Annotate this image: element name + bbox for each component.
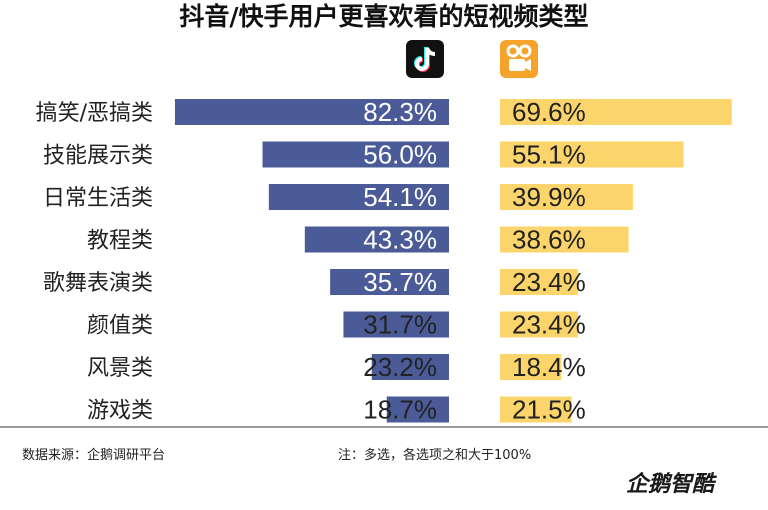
data-source-note: 数据来源：企鹅调研平台 xyxy=(22,448,166,463)
douyin-value-label: 31.7% xyxy=(363,310,437,340)
kuaishou-bar xyxy=(500,396,572,423)
kuaishou-value-label: 18.4% xyxy=(512,352,586,382)
category-label: 歌舞表演类 xyxy=(43,271,153,296)
kuaishou-bar xyxy=(500,269,578,295)
kuaishou-bar xyxy=(500,141,684,168)
kuaishou-value-label: 38.6% xyxy=(512,225,586,255)
category-label: 搞笑/恶搞类 xyxy=(36,101,153,126)
douyin-bar xyxy=(174,99,450,125)
douyin-value-label: 43.3% xyxy=(363,225,437,255)
kuaishou-value-label: 21.5% xyxy=(512,395,586,425)
douyin-bar xyxy=(371,354,449,380)
kuaishou-value-label: 39.9% xyxy=(512,182,586,212)
douyin-value-label: 56.0% xyxy=(363,140,437,170)
douyin-bar xyxy=(343,311,449,338)
douyin-bar xyxy=(330,269,449,295)
douyin-value-label: 23.2% xyxy=(363,352,437,382)
douyin-bar xyxy=(386,396,449,423)
douyin-bar xyxy=(262,141,449,168)
kuaishou-bar xyxy=(500,184,633,210)
multi-select-note: 注：多选，各选项之和大于100% xyxy=(338,448,532,463)
douyin-value-label: 54.1% xyxy=(363,182,437,212)
douyin-bar xyxy=(268,184,449,210)
category-label: 日常生活类 xyxy=(43,186,153,211)
kuaishou-bar xyxy=(500,354,562,380)
kuaishou-bar xyxy=(500,99,732,125)
chart-title: 抖音/快手用户更喜欢看的短视频类型 xyxy=(179,2,589,31)
category-label: 技能展示类 xyxy=(43,144,153,169)
douyin-value-label: 18.7% xyxy=(363,395,437,425)
category-label: 游戏类 xyxy=(87,399,153,424)
kuaishou-value-label: 69.6% xyxy=(512,97,586,127)
kuaishou-bar xyxy=(500,226,629,253)
kuaishou-value-label: 55.1% xyxy=(512,140,586,170)
category-label: 颜值类 xyxy=(87,314,153,339)
footer-divider xyxy=(0,426,768,428)
category-label: 教程类 xyxy=(87,229,153,254)
douyin-logo-icon xyxy=(406,40,444,78)
brand-watermark: 企鹅智酷 xyxy=(626,472,715,497)
douyin-bar xyxy=(304,226,449,253)
kuaishou-value-label: 23.4% xyxy=(512,310,586,340)
kuaishou-value-label: 23.4% xyxy=(512,267,586,297)
category-label: 风景类 xyxy=(87,356,153,381)
douyin-value-label: 82.3% xyxy=(363,97,437,127)
douyin-value-label: 35.7% xyxy=(363,267,437,297)
chart-plot: 搞笑/恶搞类 82.3% 69.6% 技能展示类 56.0% 55.1% 日常生活类 54.1… xyxy=(36,97,732,425)
kuaishou-bar xyxy=(500,311,578,338)
kuaishou-logo-icon xyxy=(500,40,538,78)
